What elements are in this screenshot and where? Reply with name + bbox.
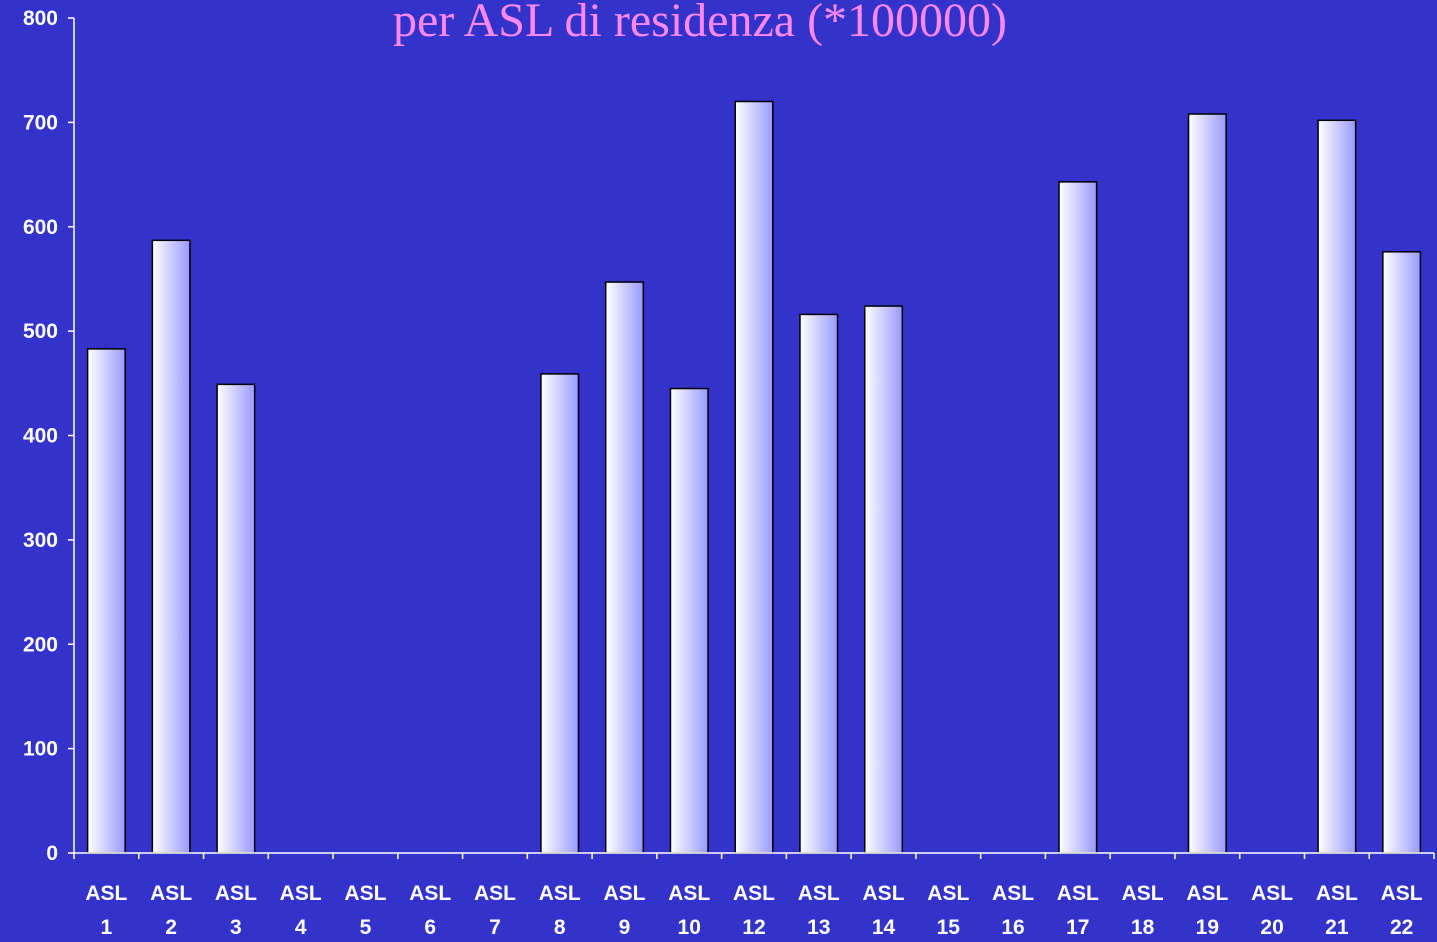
bar-asl-14	[863, 305, 904, 854]
x-tick-label: ASL 20	[1251, 882, 1293, 939]
x-tick-label: ASL 9	[603, 882, 645, 939]
x-tick-label: ASL 16	[992, 882, 1034, 939]
y-tick-label: 500	[23, 320, 58, 343]
x-tick-label: ASL 14	[863, 882, 905, 939]
x-tick-label: ASL 7	[474, 882, 516, 939]
y-tick-label: 100	[23, 738, 58, 761]
y-tick-labels: 0 100 200 300 400 500 600 700 800	[23, 7, 58, 865]
bar-asl-10	[669, 387, 709, 854]
x-tick-label: ASL 6	[409, 882, 451, 939]
x-tick-label: ASL 13	[798, 882, 840, 939]
y-tick-label: 800	[23, 7, 58, 30]
y-tick-label: 400	[23, 425, 58, 448]
x-tick-label: ASL 3	[215, 882, 257, 939]
x-tick-label: ASL 4	[280, 882, 322, 939]
bar-asl-2	[151, 239, 191, 854]
axes-layer	[68, 17, 1435, 859]
x-tick-label: ASL 18	[1122, 882, 1164, 939]
y-tick-label: 200	[23, 633, 58, 656]
x-tick-label: ASL 21	[1316, 882, 1358, 939]
bar-asl-13	[799, 313, 839, 854]
bar-asl-17	[1058, 181, 1098, 854]
y-tick-label: 0	[46, 842, 58, 865]
bar-asl-9	[604, 281, 645, 854]
y-tick-label: 600	[23, 216, 58, 239]
chart-title: per ASL di residenza (*100000)	[393, 0, 1007, 47]
y-tick-label: 300	[23, 529, 58, 552]
bar-asl-1	[86, 348, 126, 854]
x-tick-label: ASL 15	[927, 882, 969, 939]
bar-asl-3	[216, 383, 256, 854]
x-tick-label: ASL 2	[150, 882, 192, 939]
bar-asl-21	[1317, 119, 1357, 854]
x-tick-label: ASL 8	[539, 882, 581, 939]
x-tick-label: ASL 10	[668, 882, 710, 939]
y-tick-label: 700	[23, 111, 58, 134]
x-tick-label: ASL 19	[1186, 882, 1228, 939]
bar-asl-8	[540, 373, 580, 854]
bar-asl-19	[1187, 113, 1227, 854]
x-tick-labels: ASL 1 ASL 2 ASL 3 ASL 4 ASL 5 ASL 6 ASL 7 ASL 8 ASL 9 ASL 1…	[85, 882, 1422, 939]
x-tick-label: ASL 22	[1381, 882, 1423, 939]
bar-asl-22	[1382, 251, 1422, 854]
x-tick-label: ASL 17	[1057, 882, 1099, 939]
bars-layer	[86, 100, 1422, 854]
x-tick-label: ASL 12	[733, 882, 775, 939]
x-tick-label: ASL 5	[344, 882, 386, 939]
x-tick-label: ASL 1	[85, 882, 127, 939]
bar-asl-12	[734, 100, 774, 854]
